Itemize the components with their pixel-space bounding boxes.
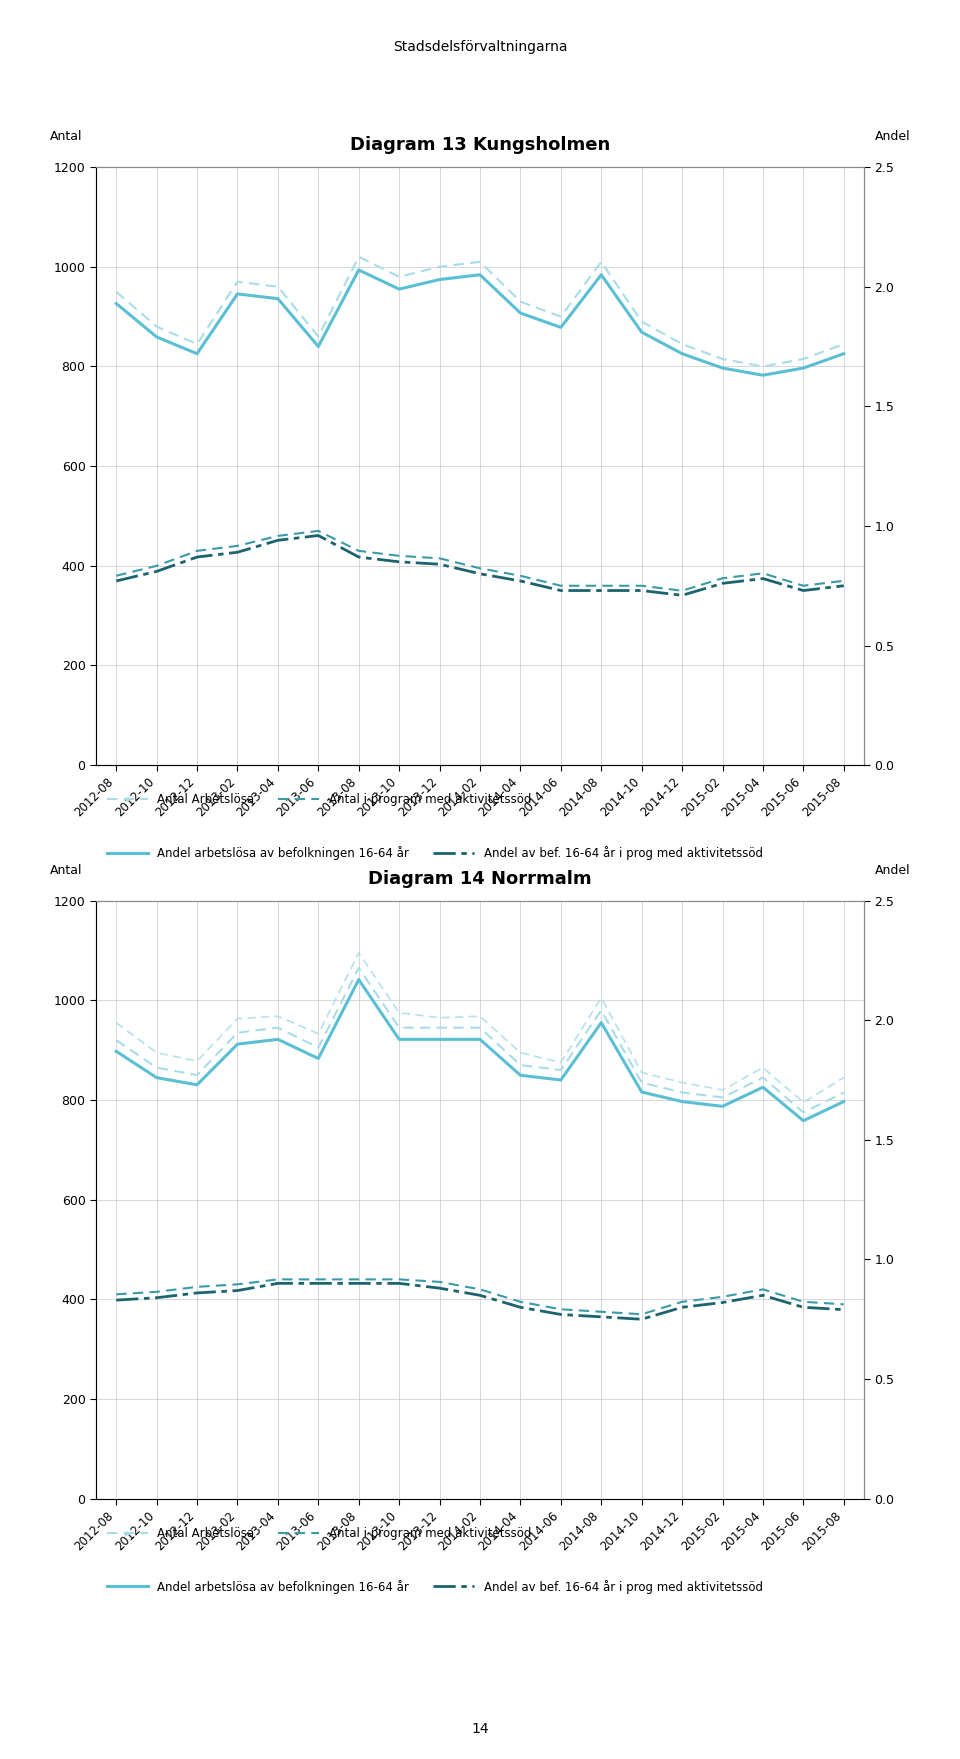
Legend: Andel arbetslösa av befolkningen 16-64 år, Andel av bef. 16-64 år i prog med akt: Andel arbetslösa av befolkningen 16-64 å… (102, 1574, 767, 1599)
Title: Diagram 14 Norrmalm: Diagram 14 Norrmalm (369, 871, 591, 888)
Text: Stadsdelsförvaltningarna: Stadsdelsförvaltningarna (393, 40, 567, 55)
Legend: Antal Arbetslösa, Antal i program med aktivitetssöd: Antal Arbetslösa, Antal i program med ak… (102, 1522, 536, 1544)
Text: Antal: Antal (50, 864, 83, 876)
Text: Antal: Antal (50, 130, 83, 142)
Text: 14: 14 (471, 1722, 489, 1736)
Title: Diagram 13 Kungsholmen: Diagram 13 Kungsholmen (349, 137, 611, 155)
Text: Andel: Andel (875, 130, 910, 142)
Legend: Antal Arbetslösa, Antal i program med aktivitetssöd: Antal Arbetslösa, Antal i program med ak… (102, 788, 536, 811)
Text: Andel: Andel (875, 864, 910, 876)
Legend: Andel arbetslösa av befolkningen 16-64 år, Andel av bef. 16-64 år i prog med akt: Andel arbetslösa av befolkningen 16-64 å… (102, 841, 767, 865)
